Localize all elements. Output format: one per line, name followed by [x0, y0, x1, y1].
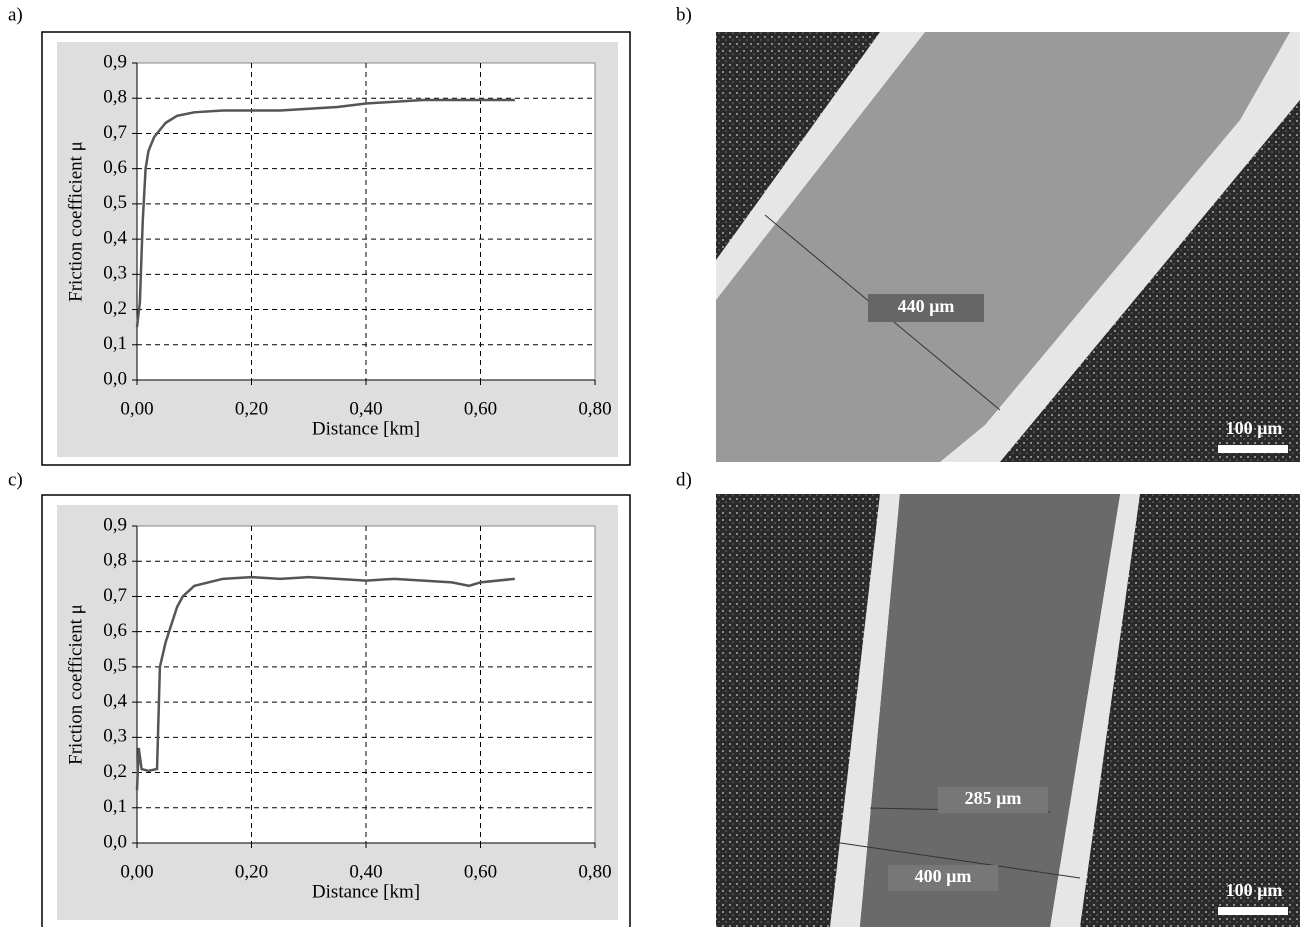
line [135, 98, 515, 328]
x-axis-label: Distance [km] [312, 881, 420, 902]
y-tick-label: 0,9 [103, 51, 127, 72]
y-tick-label: 0,0 [103, 368, 127, 389]
label-box [868, 294, 984, 322]
label-box [938, 787, 1048, 813]
y-tick-label: 0,8 [103, 87, 127, 108]
y-tick-label: 0,4 [103, 690, 127, 711]
micrograph: 440 µm 100 µm [716, 32, 1300, 462]
x-tick-label: 0,80 [578, 861, 611, 882]
y-tick-label: 0,1 [103, 333, 127, 354]
wear-edge [1050, 494, 1140, 927]
measure-label: 400 µm [915, 866, 972, 886]
measure-label: 285 µm [965, 788, 1022, 808]
measure-label: 440 µm [898, 296, 955, 316]
scale-label: 100 µm [1226, 880, 1283, 900]
y-tick-label: 0,1 [103, 796, 127, 817]
x-tick-label: 0,80 [578, 398, 611, 419]
panel-label: a) [8, 4, 23, 25]
panel-label: b) [676, 4, 692, 25]
micrograph: 285 µm 400 µm 100 µm [716, 494, 1300, 927]
panel-label: d) [676, 469, 692, 490]
x-tick-label: 0,00 [120, 861, 153, 882]
y-tick-label: 0,2 [103, 298, 127, 319]
x-tick-label: 0,60 [464, 398, 497, 419]
y-tick-label: 0,5 [103, 192, 127, 213]
y-tick-label: 0,3 [103, 263, 127, 284]
y-tick-label: 0,7 [103, 585, 127, 606]
scale-bar [1218, 445, 1288, 453]
x-axis-label: Distance [km] [312, 418, 420, 439]
x-tick-label: 0,60 [464, 861, 497, 882]
y-tick-label: 0,5 [103, 655, 127, 676]
wear-track [860, 494, 1120, 927]
label-box [888, 865, 998, 891]
y-tick-label: 0,6 [103, 620, 127, 641]
scale-label: 100 µm [1226, 418, 1283, 438]
x-tick-label: 0,00 [120, 398, 153, 419]
y-tick-label: 0,7 [103, 122, 127, 143]
y-tick-label: 0,6 [103, 157, 127, 178]
y-axis-label: Friction coefficient μ [65, 604, 86, 765]
wear-edge [830, 494, 900, 927]
y-tick-label: 0,2 [103, 761, 127, 782]
measure-line [819, 839, 1081, 879]
y-tick-label: 0,4 [103, 227, 127, 248]
x-tick-label: 0,40 [349, 398, 382, 419]
y-axis-label: Friction coefficient μ [65, 141, 86, 302]
y-tick-label: 0,0 [103, 831, 127, 852]
y-tick-label: 0,8 [103, 550, 127, 571]
x-tick-label: 0,40 [349, 861, 382, 882]
line [135, 575, 515, 791]
panel-label: c) [8, 469, 23, 490]
scale-bar [1218, 907, 1288, 915]
y-tick-label: 0,9 [103, 514, 127, 535]
x-tick-label: 0,20 [235, 398, 268, 419]
x-tick-label: 0,20 [235, 861, 268, 882]
y-tick-label: 0,3 [103, 726, 127, 747]
wear-track [716, 32, 1290, 462]
